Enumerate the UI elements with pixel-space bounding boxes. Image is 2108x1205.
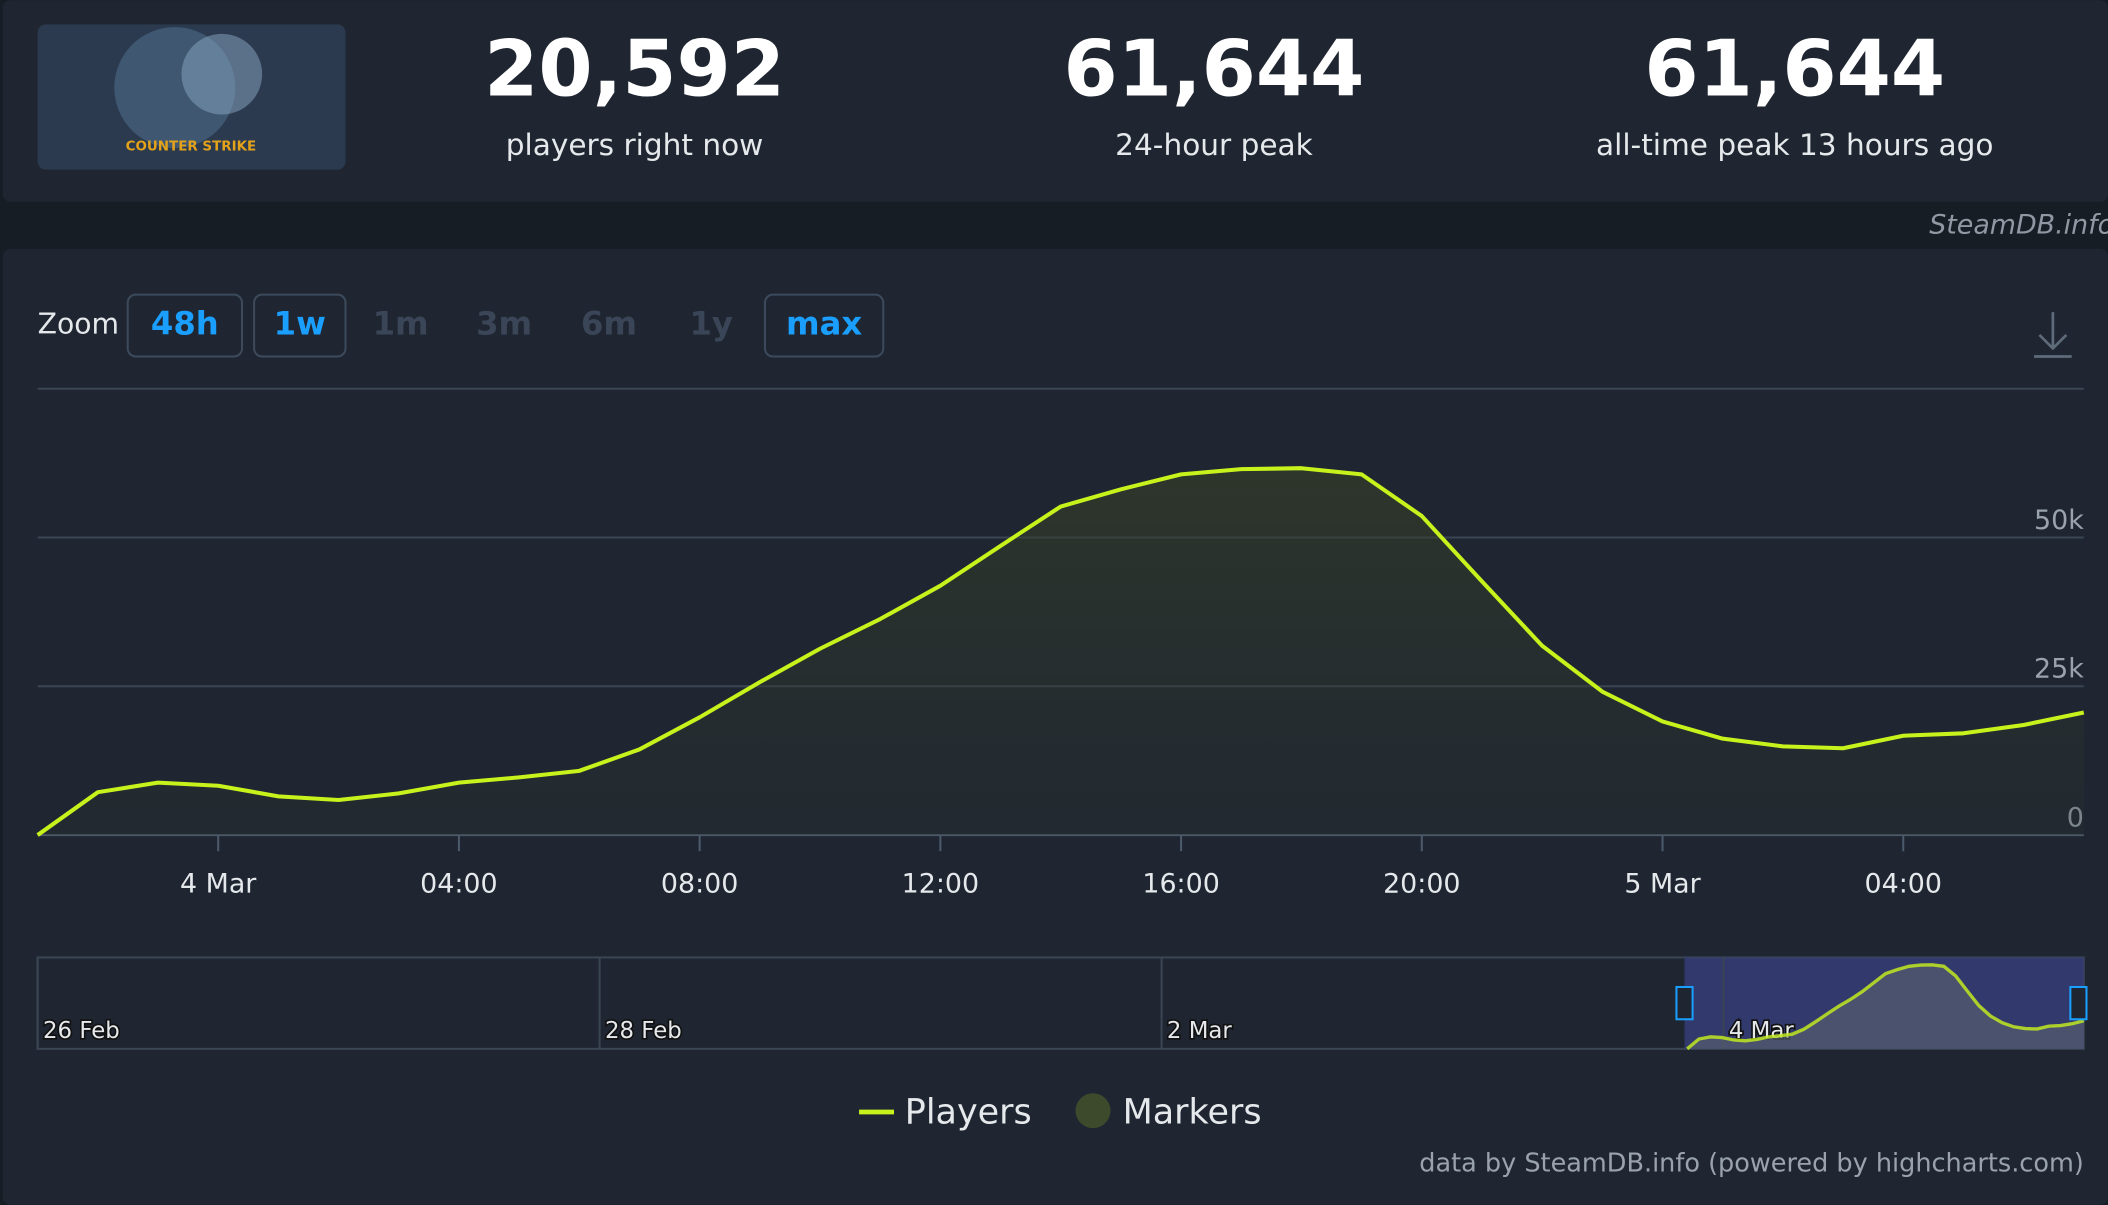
zoom-button-label: 1m — [373, 305, 429, 343]
navigator: 26 Feb 28 Feb 2 Mar 4 Mar — [36, 956, 2088, 1051]
y-tick-label: 25k — [2034, 654, 2084, 685]
stats: 20,592 players right now 61,644 24-hour pea… — [484, 25, 1993, 163]
legend-label[interactable]: Markers — [1123, 1092, 1262, 1132]
credits: data by SteamDB.info (powered by highcha… — [1419, 1148, 2084, 1178]
navigator-line — [1686, 963, 2085, 1051]
x-tick-label: 08:00 — [661, 868, 738, 899]
zoom-button-label: 1y — [689, 305, 732, 343]
legend-label[interactable]: Players — [905, 1092, 1032, 1132]
legend: Players Markers — [859, 1092, 1262, 1132]
zoom-button-label: 6m — [581, 305, 637, 343]
stat-value: 61,644 — [1064, 25, 1365, 115]
navigator-area — [1687, 964, 2084, 1049]
zoom-button[interactable] — [763, 293, 885, 358]
watermark: SteamDB.info — [1929, 210, 2108, 241]
y-tick-label: 50k — [2034, 505, 2084, 536]
zoom-button[interactable] — [126, 293, 243, 358]
zoom-button[interactable] — [253, 293, 347, 358]
stat-label: all-time peak 13 hours ago — [1596, 128, 1993, 162]
navigator-handle[interactable] — [1675, 985, 1694, 1021]
x-tick-label: 04:00 — [1865, 868, 1942, 899]
x-tick-label: 20:00 — [1383, 868, 1460, 899]
x-tick-label: 5 Mar — [1624, 868, 1701, 899]
navigator-label: 26 Feb — [43, 1018, 120, 1044]
x-tick-label: 12:00 — [902, 868, 979, 899]
download-icon[interactable] — [2034, 312, 2072, 358]
legend-symbol — [1075, 1093, 1111, 1129]
zoom-button-label[interactable]: 1w — [274, 305, 326, 343]
zoom-label: Zoom — [38, 308, 119, 341]
stat-value: 20,592 — [484, 25, 785, 115]
icon-stroke — [2038, 334, 2068, 351]
x-tick-label: 4 Mar — [180, 868, 257, 899]
navigator-handle[interactable] — [2069, 985, 2088, 1021]
logo-figure — [181, 33, 263, 115]
series-line — [36, 466, 2085, 837]
x-tick-label: 16:00 — [1142, 868, 1219, 899]
stat-label: players right now — [506, 128, 764, 162]
area — [37, 468, 2084, 836]
stats-panel — [2, 0, 2108, 202]
zoom-buttons: 48h 1w 1m 3m 6m 1y max — [126, 293, 885, 358]
stat-value: 61,644 — [1644, 25, 1945, 115]
x-tick-label: 04:00 — [420, 868, 497, 899]
zoom-button-label[interactable]: max — [786, 305, 862, 343]
navigator-label: 28 Feb — [605, 1018, 682, 1044]
logo-text: COUNTER STRIKE — [126, 140, 257, 155]
navigator-label: 2 Mar — [1167, 1018, 1233, 1044]
stat-label: 24-hour peak — [1115, 128, 1313, 162]
zoom-button-label: 3m — [476, 305, 532, 343]
game-logo: COUNTER STRIKE — [37, 24, 346, 170]
zoom-button-label[interactable]: 48h — [151, 305, 219, 343]
